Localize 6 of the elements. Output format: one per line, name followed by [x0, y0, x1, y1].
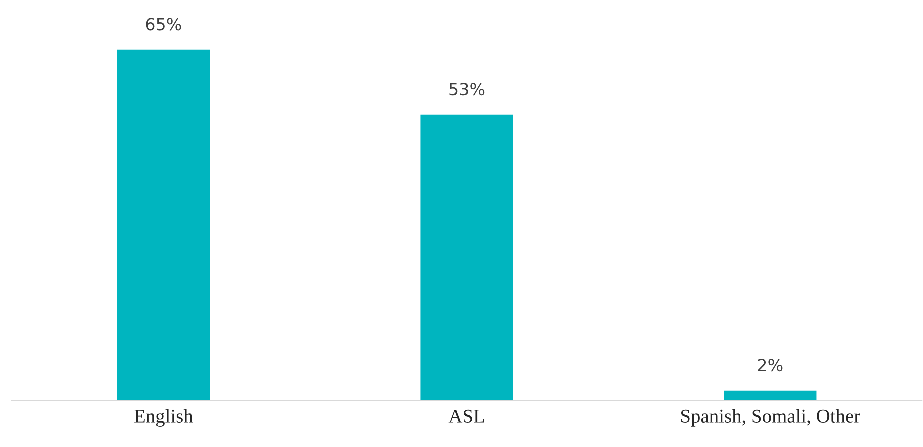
data-label: 65% [146, 18, 182, 31]
x-tick-label: ASL [448, 410, 484, 423]
data-label: 2% [758, 359, 783, 372]
x-tick-label: Spanish, Somali, Other [682, 409, 860, 427]
x-tick-label: English [134, 409, 194, 427]
data-label: 53% [450, 83, 485, 96]
